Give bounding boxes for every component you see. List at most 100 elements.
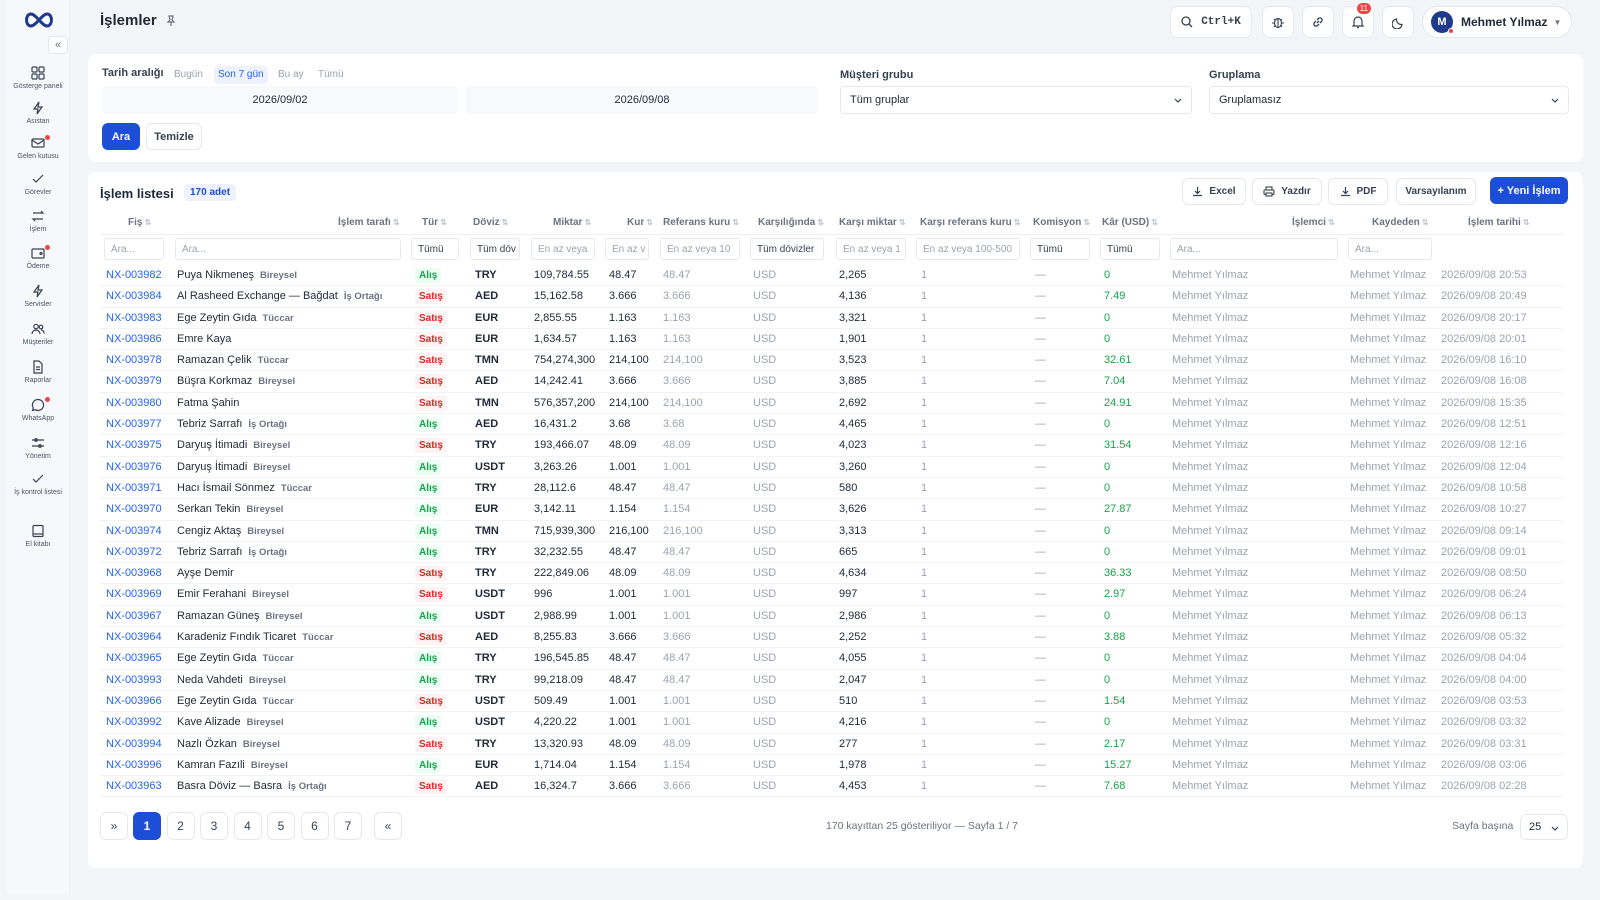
defaults-button[interactable]: Varsayılanım <box>1396 178 1476 205</box>
page-button-5[interactable]: 5 <box>267 812 295 840</box>
receipt-link[interactable]: NX-003977 <box>106 418 162 431</box>
column-header-miktar[interactable]: Miktar ⇅ <box>553 217 591 228</box>
filter-tur-select[interactable]: Tümü <box>411 238 459 260</box>
receipt-link[interactable]: NX-003976 <box>106 460 162 473</box>
last-page-button[interactable]: « <box>374 812 402 840</box>
filter-taraf-input[interactable]: Ara... <box>175 238 401 260</box>
sidebar-item-12[interactable]: İş kontrol listesi <box>8 472 68 497</box>
column-header-islemci[interactable]: İşlemci ⇅ <box>1292 217 1335 228</box>
table-row[interactable]: NX-003984 Al Rasheed Exchange — Bağdat İş … <box>100 286 1563 308</box>
sidebar-item-13[interactable]: El kitabı <box>8 524 68 549</box>
filter-kar-select[interactable]: Tümü <box>1100 238 1160 260</box>
receipt-link[interactable]: NX-003963 <box>106 780 162 793</box>
theme-toggle-button[interactable] <box>1382 6 1414 38</box>
date-from-input[interactable]: 2026/09/02 <box>102 86 458 114</box>
table-row[interactable]: NX-003967 Ramazan Güneş Bireysel Alış USDT 2,… <box>100 606 1563 628</box>
new-transaction-button[interactable]: + Yeni İşlem <box>1490 177 1568 204</box>
logo-icon[interactable] <box>22 10 56 30</box>
page-button-6[interactable]: 6 <box>300 812 329 840</box>
table-row[interactable]: NX-003963 Basra Döviz — Basra İş Ortağı Sat… <box>100 776 1563 798</box>
excel-export-button[interactable]: Excel <box>1182 178 1246 205</box>
notifications-button[interactable]: 11 <box>1342 3 1374 38</box>
receipt-link[interactable]: NX-003966 <box>106 694 162 707</box>
column-header-fis[interactable]: Fiş ⇅ <box>128 217 151 228</box>
sidebar-item-4[interactable]: Görevler <box>8 172 68 197</box>
receipt-link[interactable]: NX-003972 <box>106 545 162 558</box>
filter-komisyon-select[interactable]: Tümü <box>1030 238 1090 260</box>
page-button-7[interactable]: 7 <box>334 812 362 840</box>
table-row[interactable]: NX-003992 Kave Alizade Bireysel Alış USDT 4,2… <box>100 712 1563 734</box>
table-row[interactable]: NX-003980 Fatma Şahin Satış TMN 576,357,200 2… <box>100 393 1563 415</box>
clear-button[interactable]: Temizle <box>146 123 202 150</box>
table-row[interactable]: NX-003977 Tebriz Sarrafı İş Ortağı Alış AED 1… <box>100 414 1563 436</box>
chip-today[interactable]: Bugün <box>174 69 203 80</box>
chip-this-month[interactable]: Bu ay <box>278 69 304 80</box>
page-button-3[interactable]: 3 <box>200 812 228 840</box>
sidebar-item-9[interactable]: Raporlar <box>8 360 68 385</box>
receipt-link[interactable]: NX-003968 <box>106 567 162 580</box>
column-header-taraf[interactable]: İşlem tarafı ⇅ <box>338 217 400 228</box>
table-row[interactable]: NX-003994 Nazlı Özkan Bireysel Satış TRY 13,3… <box>100 734 1563 755</box>
page-button-1[interactable]: 1 <box>133 812 161 840</box>
table-row[interactable]: NX-003966 Ege Zeytin Gıda Tüccar Satış USDT 5… <box>100 691 1563 713</box>
filter-karsilik-select[interactable]: Tüm dövizler <box>750 238 824 260</box>
table-row[interactable]: NX-003976 Daryuş İtimadi Bireysel Alış USDT 3… <box>100 457 1563 478</box>
receipt-link[interactable]: NX-003993 <box>106 673 162 686</box>
filter-doviz-select[interactable]: Tüm döv <box>470 238 520 260</box>
column-header-komisyon[interactable]: Komisyon ⇅ <box>1033 217 1090 228</box>
table-row[interactable]: NX-003996 Kamran Fazıli Bireysel Alış EUR 1,7… <box>100 755 1563 777</box>
receipt-link[interactable]: NX-003983 <box>106 311 162 324</box>
column-header-kar[interactable]: Kâr (USD) ⇅ <box>1102 217 1158 228</box>
filter-refkur-input[interactable]: En az veya 10 <box>660 238 740 260</box>
table-row[interactable]: NX-003970 Serkan Tekin Bireysel Alış EUR 3,14… <box>100 499 1563 521</box>
chip-last-7-days[interactable]: Son 7 gün <box>214 66 268 84</box>
collapse-sidebar-button[interactable]: « <box>48 36 68 54</box>
grouping-select[interactable]: Gruplamasız <box>1209 86 1569 114</box>
first-page-button[interactable]: » <box>100 812 128 840</box>
receipt-link[interactable]: NX-003971 <box>106 481 162 494</box>
page-button-2[interactable]: 2 <box>166 812 195 840</box>
sidebar-item-10[interactable]: WhatsApp <box>8 397 68 423</box>
sidebar-item-7[interactable]: Servisler <box>8 284 68 309</box>
table-row[interactable]: NX-003978 Ramazan Çelik Tüccar Satış TMN 754,… <box>100 350 1563 372</box>
receipt-link[interactable]: NX-003975 <box>106 439 162 452</box>
receipt-link[interactable]: NX-003986 <box>106 332 162 345</box>
receipt-link[interactable]: NX-003969 <box>106 588 162 601</box>
filter-kaydeden-input[interactable]: Ara... <box>1348 238 1432 260</box>
receipt-link[interactable]: NX-003979 <box>106 375 162 388</box>
link-button[interactable] <box>1302 6 1334 38</box>
column-header-karsimiktar[interactable]: Karşı miktar ⇅ <box>839 217 906 228</box>
column-header-tur[interactable]: Tür ⇅ <box>422 217 447 228</box>
column-header-doviz[interactable]: Döviz ⇅ <box>473 217 508 228</box>
receipt-link[interactable]: NX-003984 <box>106 290 162 303</box>
receipt-link[interactable]: NX-003994 <box>106 737 162 750</box>
table-row[interactable]: NX-003975 Daryuş İtimadi Bireysel Satış TRY 1… <box>100 435 1563 457</box>
sidebar-item-3[interactable]: Gelen kutusu <box>8 135 68 161</box>
receipt-link[interactable]: NX-003996 <box>106 758 162 771</box>
table-row[interactable]: NX-003982 Puya Nikmeneş Bireysel Alış TRY 109… <box>100 265 1563 287</box>
table-row[interactable]: NX-003971 Hacı İsmail Sönmez Tüccar Alış TRY… <box>100 478 1563 500</box>
receipt-link[interactable]: NX-003980 <box>106 396 162 409</box>
per-page-select[interactable]: 25 <box>1520 814 1568 840</box>
column-header-kaydeden[interactable]: Kaydeden ⇅ <box>1372 217 1429 228</box>
column-header-karsilik[interactable]: Karşılığında ⇅ <box>758 217 824 228</box>
filter-islemci-input[interactable]: Ara... <box>1170 238 1338 260</box>
column-header-karsiref[interactable]: Karşı referans kuru ⇅ <box>920 217 1020 228</box>
sidebar-item-5[interactable]: İşlem <box>8 209 68 234</box>
receipt-link[interactable]: NX-003964 <box>106 631 162 644</box>
table-row[interactable]: NX-003986 Emre Kaya Satış EUR 1,634.57 1.163 1… <box>100 329 1563 351</box>
print-button[interactable]: Yazdır <box>1252 178 1322 205</box>
table-row[interactable]: NX-003983 Ege Zeytin Gıda Tüccar Satış EUR 2,… <box>100 308 1563 329</box>
table-row[interactable]: NX-003972 Tebriz Sarrafı İş Ortağı Alış TRY 3… <box>100 542 1563 564</box>
table-row[interactable]: NX-003968 Ayşe Demir Satış TRY 222,849.06 48.… <box>100 563 1563 585</box>
table-row[interactable]: NX-003965 Ege Zeytin Gıda Tüccar Alış TRY 196… <box>100 648 1563 670</box>
date-to-input[interactable]: 2026/09/08 <box>466 86 818 114</box>
column-header-kur[interactable]: Kur ⇅ <box>627 217 653 228</box>
sidebar-item-1[interactable]: Gösterge paneli <box>8 66 68 91</box>
search-button[interactable]: Ara <box>102 123 140 150</box>
filter-fis-input[interactable]: Ara... <box>104 238 164 260</box>
filter-miktar-input[interactable]: En az veya <box>531 238 595 260</box>
page-button-4[interactable]: 4 <box>233 812 262 840</box>
sidebar-item-6[interactable]: Ödeme <box>8 245 68 271</box>
chip-all[interactable]: Tümü <box>318 69 344 80</box>
